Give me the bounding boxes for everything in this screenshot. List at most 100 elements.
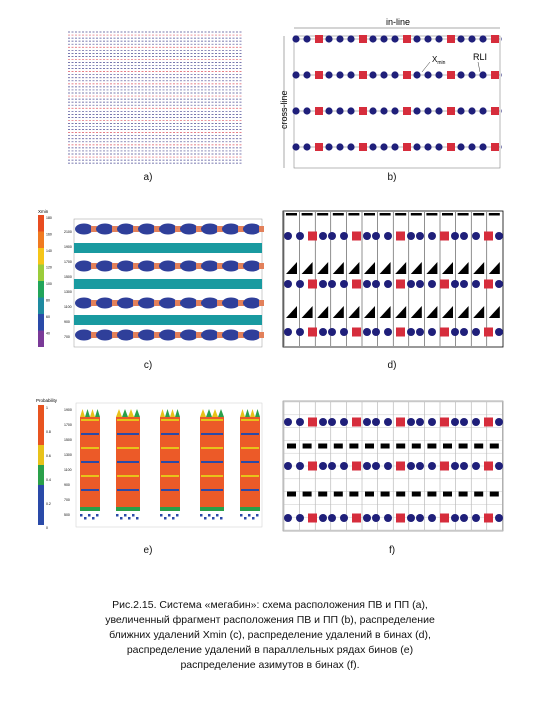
receiver-point [440,461,449,471]
xmin-gap [91,332,97,338]
receiver-point [440,231,449,241]
azimuth-dash [443,491,452,497]
source-point [369,143,377,151]
checker-cell [216,514,219,517]
panel-c-label: c) [143,360,153,371]
source-point [363,418,371,426]
offset-triangle [301,306,313,318]
source-point [407,514,415,522]
checker-cell [244,517,247,520]
azimuth-dash [287,491,296,497]
row-stripe [161,461,179,463]
source-point [416,232,424,240]
source-point [384,462,392,470]
source-point [457,143,465,151]
y-tick: 700 [64,498,70,502]
source-point [424,35,432,43]
source-point [284,418,292,426]
checker-cell [124,514,127,517]
azimuth-dash [287,443,296,449]
source-point [479,35,487,43]
y-tick: 1500 [64,275,72,279]
caption-line-1: Рис.2.15. Система «мегабин»: схема распо… [112,599,428,611]
receiver-point [440,417,449,427]
source-point [384,328,392,336]
source-point [303,35,311,43]
receiver-point [352,327,361,337]
xmin-gap [259,300,264,306]
receiver-point [359,35,367,43]
source-point [435,71,443,79]
legend-swatch [38,425,44,445]
xmin-blob [117,297,135,309]
xmin-gap [217,332,223,338]
xmin-gap [259,263,264,269]
source-point [457,35,465,43]
row-stripe [117,419,139,421]
xmin-gap [175,263,181,269]
checker-cell [116,514,119,517]
source-point [468,107,476,115]
source-point [296,232,304,240]
source-point [460,328,468,336]
panel-d-offset-in-bins [282,210,504,348]
y-tick: 1100 [64,305,72,309]
source-point [457,107,465,115]
source-point [495,514,503,522]
column-base [80,507,100,511]
azimuth-dash [474,491,484,497]
caption-line-5: распределение азимутов в бинах (f). [180,659,360,671]
checker-cell [212,517,215,520]
receiver-point [403,143,411,151]
panel-a-label: a) [143,172,153,183]
source-point [413,143,421,151]
receiver-point [484,513,493,523]
xmin-blob [180,297,198,309]
source-point [380,143,388,151]
source-point [296,462,304,470]
legend-tick: 140 [46,249,52,253]
source-point [380,71,388,79]
xmin-blob [201,260,219,272]
source-point [303,143,311,151]
legend-swatch [38,465,44,485]
legend-swatch [38,281,44,298]
source-point [284,462,292,470]
source-point [372,232,380,240]
checker-cell [164,517,167,520]
source-point [495,328,503,336]
source-point [340,328,348,336]
offset-triangle [442,262,453,274]
receiver-point [308,417,317,427]
source-point [501,145,502,149]
source-point [451,232,459,240]
receiver-point [359,143,367,151]
source-point [292,143,300,151]
legend-tick: 0.2 [46,502,51,506]
xmin-gap [112,226,118,232]
row-stripe [81,447,99,449]
source-point [391,107,399,115]
xmin-blob [117,329,135,341]
source-point [328,462,336,470]
source-point [391,35,399,43]
xmin-blob [180,223,198,235]
figure-caption: Рис.2.15. Система «мегабин»: схема распо… [70,598,470,673]
source-point [372,462,380,470]
receiver-point [447,35,455,43]
legend-tick: 100 [46,282,52,286]
source-point [296,418,304,426]
panel-b-frame [293,35,501,169]
receiver-point [315,71,323,79]
row-stripe [117,475,139,477]
caption-line-2: увеличенный фрагмент расположения ПВ и П… [105,614,435,626]
column-top [80,409,85,417]
row-stripe [117,447,139,449]
source-point [372,514,380,522]
row-stripe [161,447,179,449]
row-stripe [201,419,223,421]
source-point [416,328,424,336]
xmin-sub: min [437,60,445,66]
panel-b-label: b) [387,172,397,183]
source-point [424,71,432,79]
